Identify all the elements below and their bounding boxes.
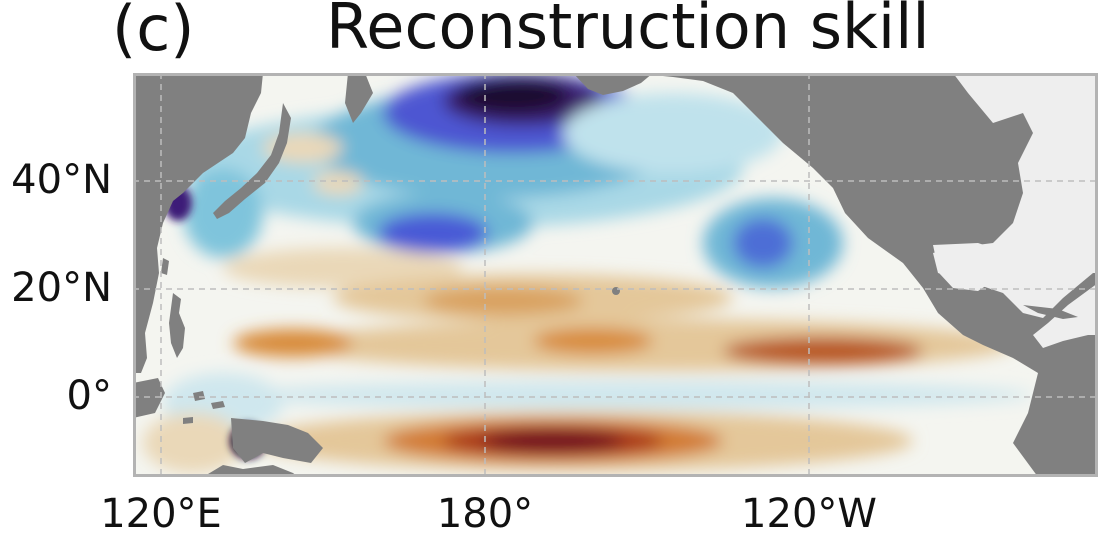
land-north-america xyxy=(633,73,1098,477)
lat-label-20n: 20°N xyxy=(11,265,112,311)
field-equator-light xyxy=(233,381,1033,409)
land-kamchatka xyxy=(345,73,373,123)
land-asia xyxy=(133,73,263,373)
field-nw-tan2 xyxy=(313,171,363,195)
land-taiwan xyxy=(161,258,169,275)
field-north-dark xyxy=(458,77,568,113)
graticule xyxy=(133,73,1098,477)
field-lat-10-dark xyxy=(483,430,623,452)
land-philippines xyxy=(169,293,185,358)
field-lat8-rust xyxy=(723,337,923,365)
land-alaska xyxy=(573,73,653,95)
field-east-indigo xyxy=(733,218,793,268)
skill-map xyxy=(133,73,1098,477)
map-title: Reconstruction skill xyxy=(326,0,930,63)
field-sw-tan xyxy=(143,413,243,473)
land-cuba xyxy=(1023,305,1078,319)
map-panel xyxy=(133,73,1098,477)
field-lat8-orange xyxy=(233,329,353,357)
lon-label-120w: 120°W xyxy=(741,491,877,537)
land-newguinea xyxy=(231,418,323,463)
lat-label-40n: 40°N xyxy=(11,157,112,203)
field-lat20-tan xyxy=(223,248,463,288)
map-frame xyxy=(133,73,1098,477)
panel-label: (c) xyxy=(112,0,195,65)
field-ne-light xyxy=(563,93,783,173)
lat-label-0: 0° xyxy=(66,373,112,419)
ocean-gulf-mexico xyxy=(933,243,998,291)
land-borneo xyxy=(133,378,165,418)
skill-field xyxy=(143,73,1033,473)
land-japan xyxy=(213,103,291,219)
lon-label-120e: 120°E xyxy=(100,491,222,537)
field-lat15-orange xyxy=(423,287,583,315)
field-lat8-orange2 xyxy=(533,328,653,354)
lon-label-180: 180° xyxy=(436,491,534,537)
field-mid-indigo xyxy=(378,213,488,253)
land-hawaii xyxy=(612,287,620,295)
